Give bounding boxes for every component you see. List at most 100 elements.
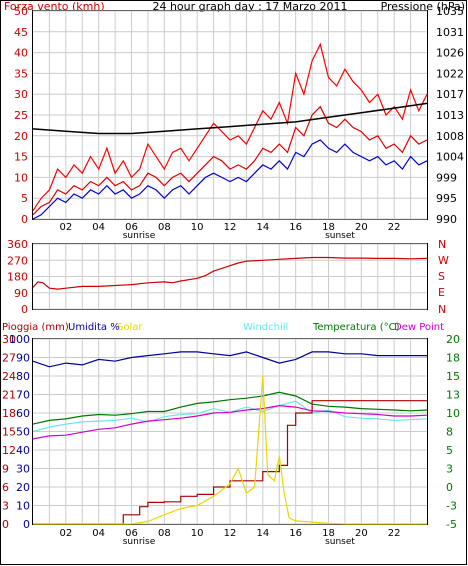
hour-tick-label: 08 xyxy=(158,528,171,539)
humidity-tick-label: 20 xyxy=(16,481,30,494)
pressure-tick-label: 999 xyxy=(436,171,457,184)
pressure-tick-label: 1008 xyxy=(436,130,464,143)
series-gust xyxy=(32,42,428,212)
hour-tick-label: 06 xyxy=(125,222,138,233)
wind-pressure-panel: Forza vento (kmh) 24 hour graph day : 17… xyxy=(4,0,465,241)
pressure-tick-label: 990 xyxy=(436,213,457,226)
rain-tick-label: 27 xyxy=(2,352,16,365)
direction-tick-label: 360 xyxy=(7,238,28,251)
pressure-tick-label: 1013 xyxy=(436,109,464,122)
temperature-tick-label: 8 xyxy=(446,426,453,439)
hour-tick-label: 18 xyxy=(322,528,335,539)
rain-tick-label: 18 xyxy=(2,407,16,420)
hour-tick-label: 16 xyxy=(289,222,302,233)
series-wind xyxy=(32,105,428,216)
rain-tick-label: 9 xyxy=(2,463,9,476)
rain-tick-label: 6 xyxy=(2,481,9,494)
wind-tick-label: 35 xyxy=(14,67,28,80)
hour-tick-label: 06 xyxy=(125,528,138,539)
humidity-tick-label: 90 xyxy=(16,352,30,365)
hour-tick-label: 22 xyxy=(388,222,401,233)
hour-tick-label: 10 xyxy=(191,222,204,233)
pressure-tick-label: 1022 xyxy=(436,67,464,80)
temperature-tick-label: 3 xyxy=(446,463,453,476)
compass-label: W xyxy=(438,254,449,267)
humidity-tick-label: 10 xyxy=(16,500,30,513)
humidity-tick-label: 100 xyxy=(9,333,30,346)
pressure-tick-label: 995 xyxy=(436,192,457,205)
rain-tick-label: 12 xyxy=(2,444,16,457)
series-solar xyxy=(33,375,427,525)
compass-label: N xyxy=(438,303,446,316)
hour-tick-label: 10 xyxy=(191,528,204,539)
legend-windchill: Windchill xyxy=(243,322,288,333)
pressure-tick-label: 1035 xyxy=(436,5,464,18)
rain-tick-label: 0 xyxy=(2,518,9,531)
sunset-label-1: sunset xyxy=(325,231,355,241)
hour-tick-label: 02 xyxy=(59,222,72,233)
temperature-tick-label: 18 xyxy=(446,352,460,365)
rain-temperature-panel: Pioggia (mm) Umidita % Solar Windchill T… xyxy=(2,322,460,547)
temperature-tick-label: 0 xyxy=(446,481,453,494)
pressure-tick-label: 1004 xyxy=(436,151,464,164)
humidity-tick-label: 70 xyxy=(16,389,30,402)
hour-tick-label: 08 xyxy=(158,222,171,233)
wind-axis-title: Forza vento (kmh) xyxy=(4,0,105,13)
direction-tick-label: 90 xyxy=(14,287,28,300)
series-humidity xyxy=(32,351,427,368)
hour-tick-label: 18 xyxy=(322,222,335,233)
pressure-axis-title: Pressione (hPa) xyxy=(381,0,465,13)
legend-rain: Pioggia (mm) xyxy=(2,322,69,333)
legend-temperature: Temperatura (°C) xyxy=(312,322,400,333)
wind-tick-label: 50 xyxy=(14,5,28,18)
hour-tick-label: 14 xyxy=(256,222,269,233)
series-rain xyxy=(33,400,427,525)
temperature-tick-label: 5 xyxy=(446,444,453,457)
humidity-tick-label: 40 xyxy=(16,444,30,457)
wind-tick-label: 30 xyxy=(14,88,28,101)
hour-tick-label: 12 xyxy=(224,528,237,539)
wind-tick-label: 45 xyxy=(14,26,28,39)
rain-tick-label: 24 xyxy=(2,370,16,383)
humidity-tick-label: 80 xyxy=(16,370,30,383)
hour-tick-label: 04 xyxy=(92,222,105,233)
pressure-tick-label: 1026 xyxy=(436,47,464,60)
series-dewpoint xyxy=(32,404,428,440)
humidity-tick-label: 0 xyxy=(23,518,30,531)
compass-label: S xyxy=(438,270,445,283)
hour-tick-label: 14 xyxy=(256,528,269,539)
wind-tick-label: 5 xyxy=(21,192,28,205)
humidity-tick-label: 50 xyxy=(16,426,30,439)
hour-tick-label: 20 xyxy=(355,528,368,539)
humidity-tick-label: 30 xyxy=(16,463,30,476)
pressure-tick-label: 1017 xyxy=(436,88,464,101)
series-direction xyxy=(32,256,428,290)
hour-tick-label: 12 xyxy=(224,222,237,233)
direction-tick-label: 0 xyxy=(21,303,28,316)
wind-tick-label: 25 xyxy=(14,109,28,122)
direction-tick-label: 270 xyxy=(7,254,28,267)
rain-tick-label: 15 xyxy=(2,426,16,439)
temperature-tick-label: -5 xyxy=(446,518,457,531)
rain-tick-label: 21 xyxy=(2,389,16,402)
legend-humidity: Umidita % xyxy=(68,322,120,333)
wind-tick-label: 20 xyxy=(14,130,28,143)
wind-tick-label: 40 xyxy=(14,47,28,60)
wind-tick-label: 10 xyxy=(14,171,28,184)
hour-tick-label: 20 xyxy=(355,222,368,233)
temperature-tick-label: 20 xyxy=(446,333,460,346)
chart-title: 24 hour graph day : 17 Marzo 2011 xyxy=(152,0,347,13)
compass-label: N xyxy=(438,238,446,251)
series-temperature xyxy=(32,391,428,425)
sunrise-label-1: sunrise xyxy=(123,231,156,241)
hour-tick-label: 02 xyxy=(59,528,72,539)
legend-solar: Solar xyxy=(117,322,143,333)
wind-tick-label: 0 xyxy=(21,213,28,226)
legend-dewpoint: Dew Point xyxy=(394,322,444,333)
humidity-tick-label: 60 xyxy=(16,407,30,420)
sunrise-label-3: sunrise xyxy=(123,537,156,547)
hour-tick-label: 04 xyxy=(92,528,105,539)
